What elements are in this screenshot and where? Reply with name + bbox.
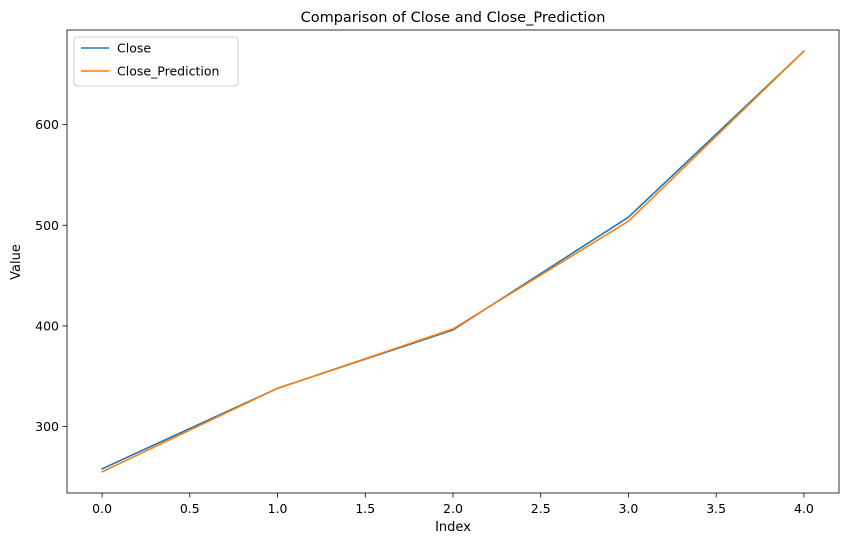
legend: Close Close_Prediction — [73, 36, 239, 87]
x-axis-ticks: 0.0 0.5 1.0 1.5 2.0 2.5 3.0 3.5 4.0 — [92, 493, 814, 516]
series-line-close — [101, 50, 806, 470]
x-tick-label: 1.5 — [355, 501, 375, 516]
y-tick-label: 400 — [35, 318, 59, 333]
legend-label-close-prediction: Close_Prediction — [117, 64, 219, 79]
x-tick-label: 0.5 — [180, 501, 200, 516]
x-tick-label: 3.0 — [619, 501, 639, 516]
x-axis-title: Index — [435, 520, 471, 535]
y-axis-ticks: 300 400 500 600 — [35, 117, 67, 434]
series-lines — [101, 50, 806, 473]
legend-box — [73, 36, 239, 87]
x-tick-label: 4.0 — [794, 501, 814, 516]
plot-area — [67, 30, 839, 493]
y-tick-label: 500 — [35, 218, 59, 233]
x-tick-label: 0.0 — [92, 501, 112, 516]
chart-title: Comparison of Close and Close_Prediction — [301, 10, 606, 26]
series-line-close-prediction — [101, 50, 806, 473]
x-tick-label: 2.5 — [531, 501, 551, 516]
y-tick-label: 300 — [35, 419, 59, 434]
x-tick-label: 2.0 — [443, 501, 463, 516]
y-axis-title: Value — [9, 244, 24, 280]
x-tick-label: 3.5 — [706, 501, 726, 516]
x-tick-label: 1.0 — [268, 501, 288, 516]
plot-frame — [66, 29, 840, 494]
y-tick-label: 600 — [35, 117, 59, 132]
legend-label-close: Close — [117, 41, 151, 56]
